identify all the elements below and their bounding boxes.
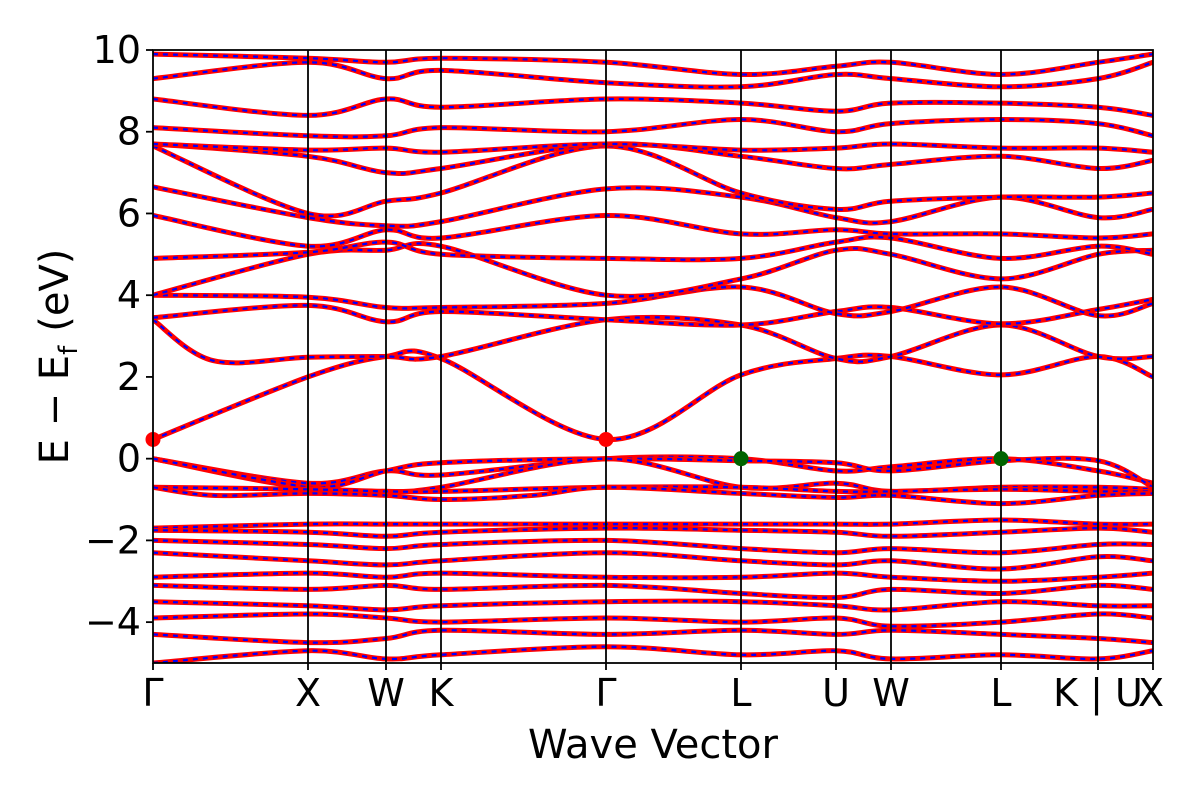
- band-line-dashed-10: [153, 142, 1153, 154]
- y-axis-label-subscript: f: [54, 345, 84, 355]
- x-tick-label: L: [990, 671, 1011, 715]
- x-axis-label: Wave Vector: [528, 722, 779, 768]
- kpoint-dividers: [307, 50, 1099, 663]
- y-tick-label: 2: [117, 355, 141, 399]
- cbm-marker-1: [598, 431, 614, 447]
- band-line-dashed-24: [153, 571, 1153, 583]
- x-tick-label: U: [822, 671, 850, 715]
- band-line-dashed-1: [153, 316, 1153, 364]
- band-line-dashed-11: [153, 118, 1153, 138]
- y-tick-label: −2: [85, 518, 141, 562]
- x-tick-label: W: [872, 671, 910, 715]
- band-line-dashed-2: [153, 298, 1153, 327]
- y-tick-label: 0: [117, 437, 141, 481]
- band-line-dashed-7: [153, 185, 1153, 228]
- x-tick-label: X: [295, 671, 321, 715]
- band-line-6: [153, 212, 1153, 249]
- x-tick-label: K: [429, 671, 455, 715]
- y-axis-ticks: 10 8 6 4 2 0 −2 −4: [85, 28, 153, 644]
- band-line-dashed-3: [153, 285, 1153, 318]
- x-tick-label: L: [730, 671, 751, 715]
- x-tick-label: X: [1138, 671, 1164, 715]
- vbm-marker-2: [733, 451, 749, 467]
- band-line-29: [153, 644, 1153, 663]
- y-axis-label-main: E − E: [32, 355, 78, 465]
- band-line-0: [153, 348, 1153, 443]
- y-tick-label: 8: [117, 110, 141, 154]
- band-line-dashed-14: [153, 53, 1153, 76]
- band-line-dashed-4: [153, 242, 1153, 298]
- band-line-dashed-15: [153, 455, 1153, 485]
- band-line-3: [153, 284, 1153, 319]
- band-line-dashed-6: [153, 214, 1153, 248]
- band-line-27: [153, 611, 1153, 629]
- band-line-21: [153, 525, 1153, 539]
- band-line-18: [153, 484, 1153, 495]
- x-tick-label: W: [367, 671, 405, 715]
- band-line-20: [153, 517, 1153, 531]
- band-line-dashed-12: [153, 97, 1153, 117]
- band-lines: [153, 51, 1153, 663]
- band-line-26: [153, 598, 1153, 613]
- vbm-marker-3: [993, 451, 1009, 467]
- band-line-dashed-13: [153, 61, 1153, 89]
- y-tick-label: −4: [85, 600, 141, 644]
- band-line-12: [153, 96, 1153, 118]
- y-tick-label: 10: [93, 28, 141, 72]
- y-tick-label: 4: [117, 273, 141, 317]
- band-line-dashed-0: [153, 349, 1153, 441]
- axes-frame: [152, 49, 1154, 664]
- y-tick-label: 6: [117, 191, 141, 235]
- band-line-28: [153, 627, 1153, 646]
- y-axis-label: E − Ef (eV): [32, 249, 84, 465]
- band-line-dashed-25: [153, 584, 1153, 599]
- x-tick-label: K | U: [1053, 671, 1143, 716]
- band-line-dashed-28: [153, 629, 1153, 644]
- band-line-dashed-5: [153, 235, 1153, 261]
- band-line-dashed-9: [153, 142, 1153, 175]
- band-line-23: [153, 550, 1153, 572]
- band-line-22: [153, 537, 1153, 556]
- x-tick-label: Γ: [595, 671, 616, 715]
- x-tick-label: Γ: [142, 671, 163, 715]
- y-axis-label-unit: (eV): [32, 249, 78, 332]
